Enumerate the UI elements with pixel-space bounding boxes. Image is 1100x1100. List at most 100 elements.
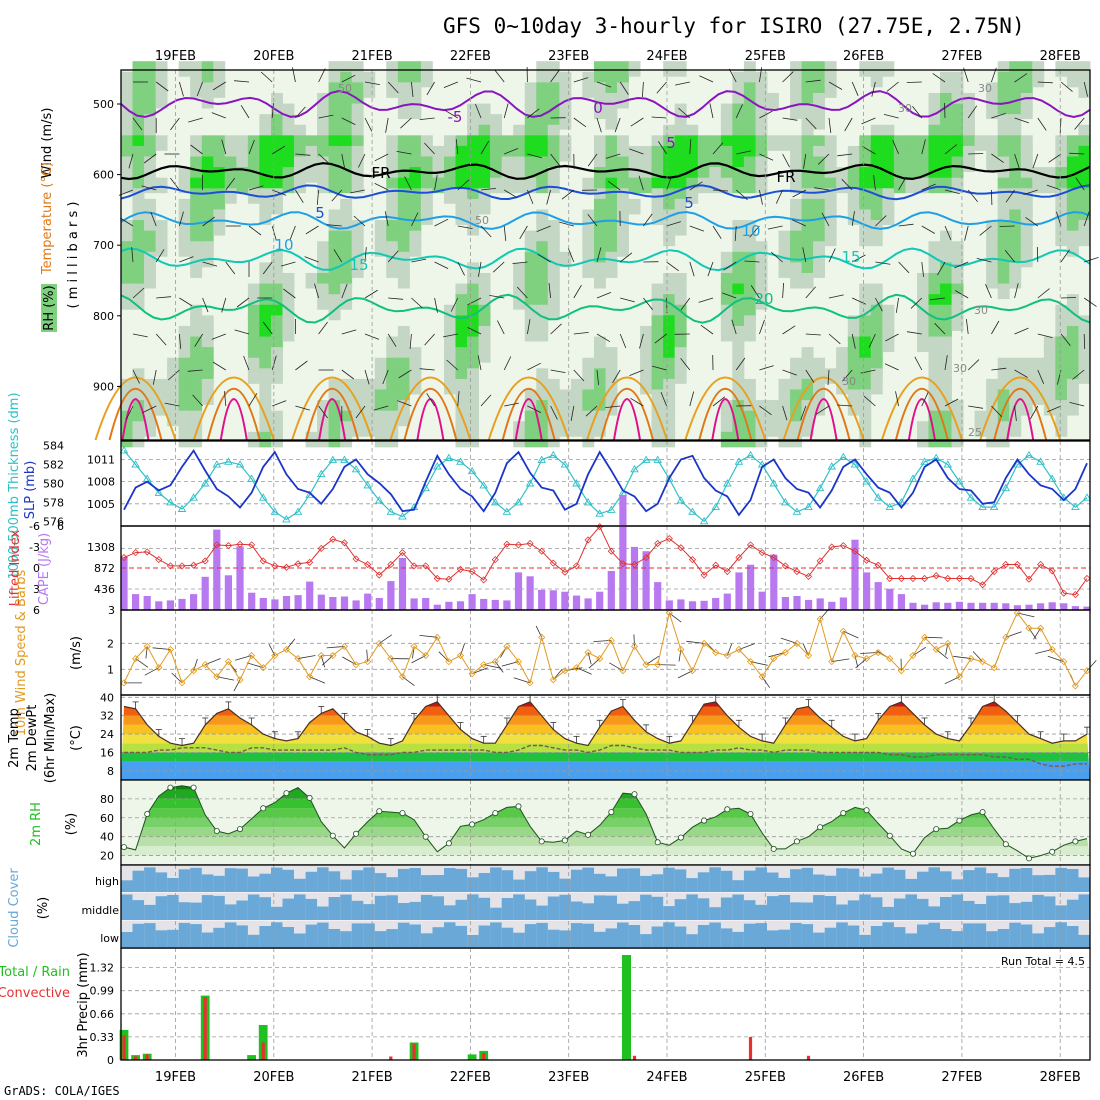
isotherm-label: 5 bbox=[315, 204, 325, 222]
rh-cell bbox=[201, 188, 214, 204]
cape-bar bbox=[503, 600, 511, 610]
precip-convective-bar bbox=[122, 1035, 126, 1060]
rh-cell bbox=[224, 156, 237, 173]
wind-speed-point bbox=[944, 639, 952, 647]
wind-barb bbox=[305, 225, 319, 235]
cloud-cell bbox=[247, 876, 260, 892]
rh-cell bbox=[778, 241, 791, 257]
rh-cell bbox=[374, 368, 387, 384]
rh-cell bbox=[732, 336, 745, 353]
rh-cell bbox=[340, 389, 353, 405]
wind-barb bbox=[932, 73, 946, 83]
wind-barb bbox=[921, 183, 936, 191]
rh-cell bbox=[351, 389, 364, 405]
rh-cell bbox=[940, 410, 952, 427]
rh-cell bbox=[686, 124, 699, 141]
rh-cell bbox=[940, 315, 952, 331]
rh-cell bbox=[824, 198, 837, 215]
isotherm-label: 5 bbox=[666, 134, 676, 152]
rh-cell bbox=[397, 61, 410, 77]
rh-cell bbox=[190, 220, 203, 236]
rh-cell bbox=[859, 220, 872, 236]
rh-cell bbox=[790, 71, 802, 88]
thickness-point bbox=[699, 516, 709, 525]
rh-cell bbox=[340, 198, 353, 215]
wind-barb bbox=[968, 153, 984, 155]
wind-barb bbox=[734, 225, 737, 242]
rh-cell bbox=[732, 177, 745, 194]
rh-cell bbox=[317, 135, 329, 151]
rh-cell bbox=[397, 368, 410, 384]
rh-cell bbox=[986, 389, 999, 405]
wind-barb bbox=[620, 297, 635, 303]
rh-cell bbox=[997, 135, 1010, 151]
warm-isotherm bbox=[698, 388, 753, 441]
wind-barb-10m bbox=[944, 676, 960, 685]
wind-barb bbox=[868, 333, 876, 348]
wind-barb bbox=[234, 329, 250, 335]
wind-barb bbox=[504, 402, 519, 407]
cape-bar bbox=[282, 596, 291, 610]
rh-cell bbox=[386, 220, 399, 236]
rh-cell bbox=[870, 71, 883, 88]
rh-cell bbox=[790, 262, 802, 278]
wind-barb bbox=[782, 325, 796, 335]
rh-cell bbox=[190, 145, 203, 162]
rh-cell bbox=[444, 188, 456, 204]
lifted-index-point bbox=[503, 540, 511, 548]
rh-cell bbox=[467, 325, 479, 342]
cloud-cell bbox=[317, 922, 329, 947]
cloud-cell bbox=[444, 922, 456, 947]
rh-cell bbox=[605, 347, 618, 363]
cloud-cell bbox=[755, 867, 768, 892]
thickness-point bbox=[1036, 457, 1045, 465]
rh-cell bbox=[328, 273, 341, 289]
rh-cell bbox=[259, 304, 272, 321]
wind-barb bbox=[497, 320, 505, 335]
cloud-cell bbox=[178, 869, 191, 892]
cape-bar bbox=[700, 600, 708, 610]
lifted-index-point bbox=[932, 572, 940, 580]
cloud-cell bbox=[190, 867, 202, 892]
rh-cell bbox=[132, 230, 145, 247]
rh-cell bbox=[1055, 177, 1068, 194]
isotherm-label: 20 bbox=[754, 290, 773, 308]
rh-cell bbox=[743, 273, 756, 289]
rh-cell bbox=[455, 315, 468, 331]
rh-cell bbox=[144, 198, 156, 215]
rh-cell bbox=[997, 357, 1010, 374]
cloud-cell bbox=[790, 922, 802, 947]
rh-cell bbox=[778, 378, 791, 395]
cloud-cell bbox=[663, 906, 675, 920]
cape-bar bbox=[329, 597, 337, 610]
rh-cell bbox=[813, 209, 825, 225]
rh-cell bbox=[190, 262, 203, 278]
lifted-index-point bbox=[735, 553, 743, 562]
rh-cell bbox=[121, 283, 133, 300]
rh-cell bbox=[178, 167, 191, 183]
rh-cell bbox=[963, 92, 975, 109]
thickness-point bbox=[641, 455, 651, 463]
rh-cell bbox=[467, 304, 479, 321]
rh-cell bbox=[801, 167, 814, 183]
wind-barb bbox=[605, 405, 621, 408]
cloud-cell-bg bbox=[859, 921, 872, 947]
rh-point bbox=[144, 811, 151, 818]
cape-bar bbox=[665, 600, 673, 610]
rh-cell bbox=[940, 241, 952, 257]
lifted-index-tick-label: -3 bbox=[29, 541, 40, 554]
cloud-cell bbox=[420, 875, 433, 892]
rh-cell bbox=[224, 135, 237, 151]
rh-cell bbox=[409, 368, 422, 384]
wind-barb bbox=[480, 140, 490, 155]
wind-speed-point bbox=[665, 609, 673, 617]
wind-barb bbox=[142, 405, 157, 413]
cloud-cell-bg bbox=[1078, 921, 1091, 947]
rh-cell bbox=[155, 378, 168, 395]
rh-point bbox=[1072, 838, 1079, 845]
wind-barb bbox=[492, 261, 505, 273]
lifted-index-point bbox=[491, 556, 499, 564]
rh-cell bbox=[420, 198, 433, 215]
rh-cell bbox=[409, 177, 422, 194]
rh-cell bbox=[178, 241, 191, 257]
